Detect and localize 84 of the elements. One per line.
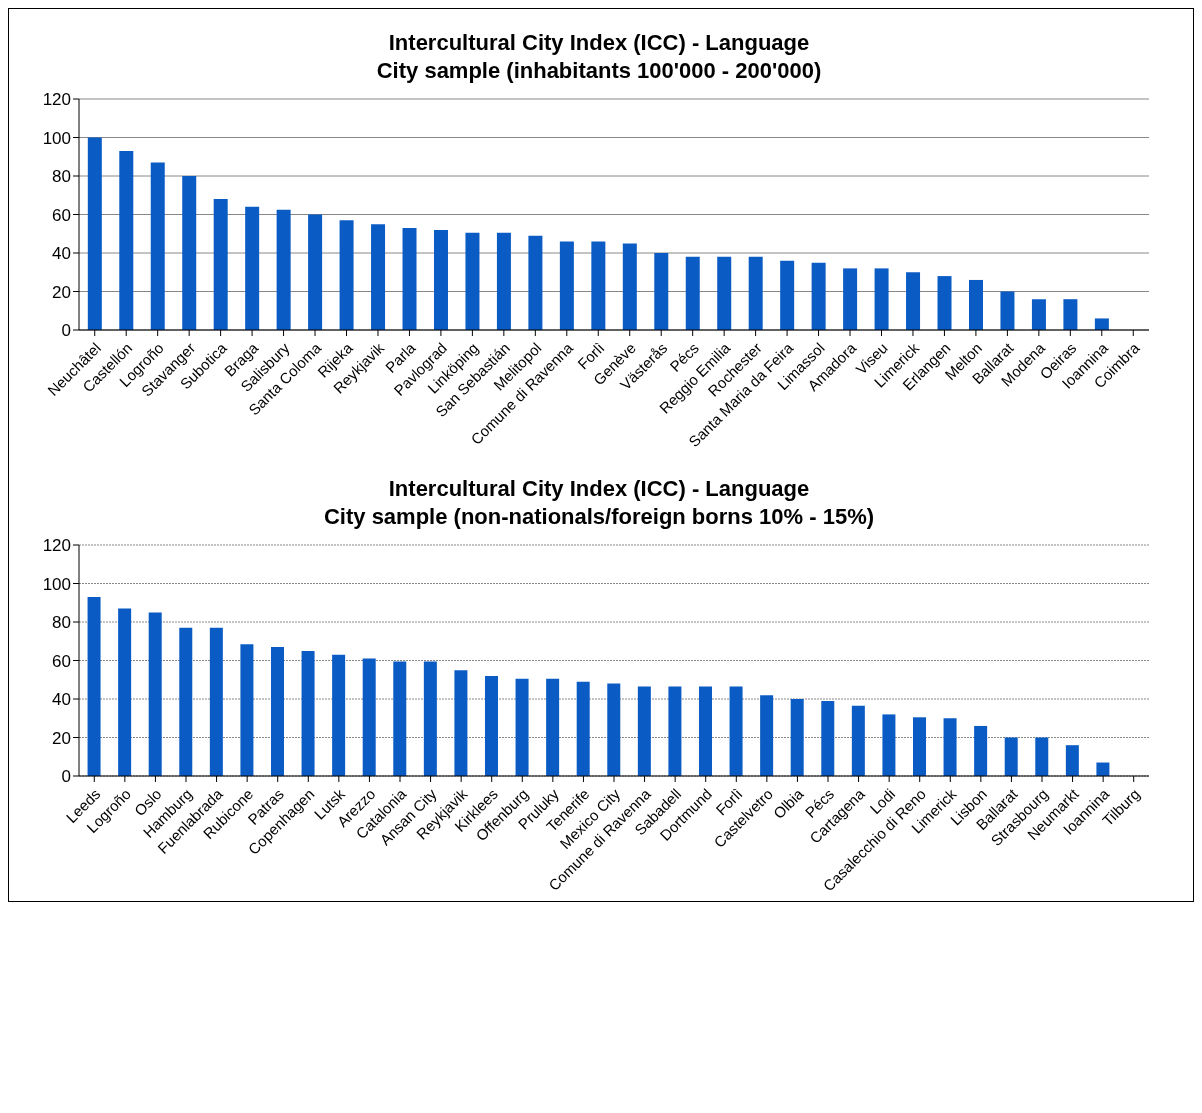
bar: [119, 150, 134, 330]
bar: [454, 670, 468, 776]
chart-subtitle: City sample (inhabitants 100'000 - 200'000): [375, 57, 823, 85]
bar: [1094, 318, 1109, 330]
bar: [1035, 737, 1049, 776]
bar: [968, 279, 983, 330]
y-tick-label: 0: [61, 767, 71, 787]
bar: [150, 162, 165, 330]
bar: [118, 608, 132, 776]
chart-subtitle: City sample (non-nationals/foreign borns 10% - 15%): [322, 503, 876, 531]
y-tick-label: 100: [42, 574, 71, 594]
bar: [87, 596, 101, 776]
y-tick-label: 20: [52, 728, 71, 748]
bar: [465, 232, 480, 330]
bar: [484, 675, 498, 776]
y-tick-label: 40: [52, 244, 71, 264]
bar: [576, 681, 590, 776]
y-tick-label: 40: [52, 690, 71, 710]
chart-title: Intercultural City Index (ICC) - Language: [387, 29, 811, 57]
bar: [654, 253, 669, 330]
y-tick-label: 60: [52, 651, 71, 671]
y-tick-label: 120: [42, 536, 71, 556]
bar: [276, 209, 291, 330]
bar: [240, 644, 254, 776]
bar: [1063, 299, 1078, 330]
bar: [821, 700, 835, 776]
bar: [339, 220, 354, 330]
y-tick-label: 20: [52, 282, 71, 302]
bar: [332, 654, 346, 776]
y-tick-label: 80: [52, 167, 71, 187]
bar: [780, 260, 795, 330]
bar: [843, 268, 858, 330]
bar: [362, 658, 376, 776]
bar: [882, 714, 896, 776]
y-tick-label: 120: [42, 90, 71, 110]
bar: [308, 214, 323, 330]
y-tick-label: 80: [52, 613, 71, 633]
bar: [1004, 737, 1018, 776]
bar: [559, 241, 574, 330]
bar: [591, 241, 606, 330]
bar: [685, 256, 700, 330]
bar: [637, 686, 651, 776]
y-tick-label: 100: [42, 128, 71, 148]
bar: [748, 256, 763, 330]
bar: [402, 227, 417, 330]
bar: [87, 137, 102, 330]
bar: [393, 661, 407, 776]
bar: [182, 176, 197, 330]
chart-title: Intercultural City Index (ICC) - Language: [387, 475, 811, 503]
bar: [974, 725, 988, 776]
bar: [1065, 745, 1079, 776]
bar: [371, 224, 386, 330]
bar: [245, 206, 260, 330]
bar: [423, 661, 437, 776]
bar: [943, 718, 957, 776]
bar: [528, 235, 543, 330]
bar: [1031, 299, 1046, 330]
bar: [433, 229, 448, 330]
y-tick-label: 0: [61, 321, 71, 341]
bar: [515, 678, 529, 776]
bar: [668, 686, 682, 776]
bar: [790, 699, 804, 776]
bar: [607, 683, 621, 776]
bar: [179, 627, 193, 776]
bar: [851, 705, 865, 776]
bar: [729, 686, 743, 776]
bar: [811, 262, 826, 330]
bar: [270, 647, 284, 776]
bar: [213, 199, 228, 330]
bar: [209, 627, 223, 776]
bar: [148, 612, 162, 776]
bar: [546, 678, 560, 776]
bar: [906, 272, 921, 330]
y-tick-label: 60: [52, 205, 71, 225]
bar: [698, 686, 712, 776]
bar: [622, 243, 637, 330]
bar: [874, 268, 889, 330]
bar: [1000, 291, 1015, 330]
bar: [301, 650, 315, 776]
bar: [937, 276, 952, 330]
bar: [717, 256, 732, 330]
bar: [912, 717, 926, 776]
bar: [760, 695, 774, 776]
bar: [496, 232, 511, 330]
